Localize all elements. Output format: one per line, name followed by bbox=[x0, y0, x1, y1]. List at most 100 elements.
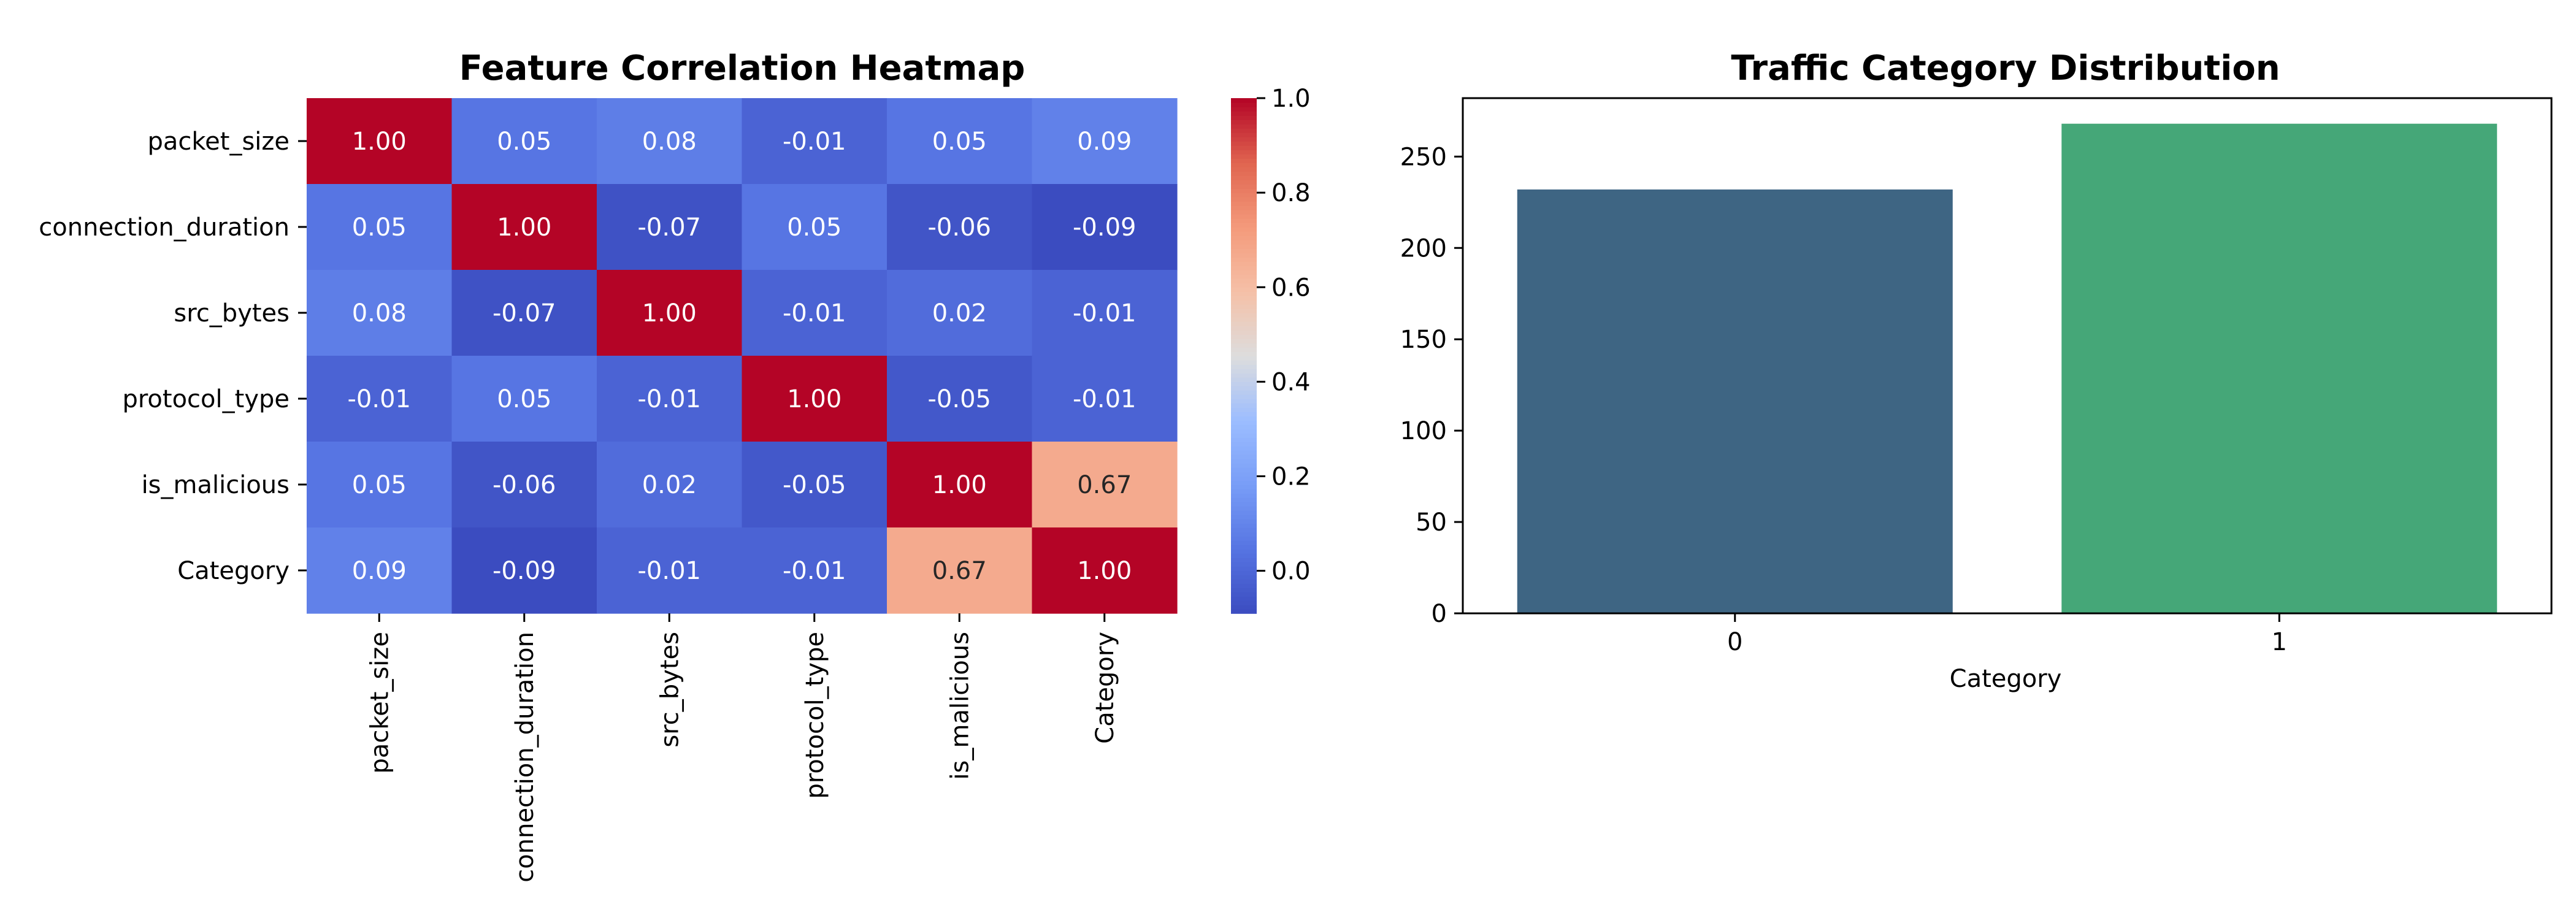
heatmap-cell bbox=[742, 184, 887, 270]
heatmap-cell-label: -0.01 bbox=[348, 385, 412, 413]
colorbar-segment bbox=[1231, 339, 1257, 343]
heatmap-cell bbox=[742, 442, 887, 528]
colorbar-segment bbox=[1231, 98, 1257, 103]
bar-axes: 0 1 0 50 100 150 200 250 bbox=[1400, 97, 2553, 656]
heatmap-row-label: protocol_type bbox=[122, 385, 289, 413]
colorbar-segment bbox=[1231, 163, 1257, 167]
colorbar-segment bbox=[1231, 369, 1257, 374]
colorbar-segment bbox=[1231, 467, 1257, 472]
heatmap-cell-label: 0.05 bbox=[352, 471, 407, 499]
heatmap-cell bbox=[887, 442, 1033, 528]
colorbar-segment bbox=[1231, 356, 1257, 361]
colorbar-segment bbox=[1231, 304, 1257, 309]
colorbar-segment bbox=[1231, 446, 1257, 451]
heatmap-cell-label: 0.09 bbox=[352, 557, 407, 585]
colorbar-segment bbox=[1231, 480, 1257, 485]
heatmap-col-label: src_bytes bbox=[656, 632, 684, 748]
colorbar-segment bbox=[1231, 201, 1257, 206]
colorbar-segment bbox=[1231, 248, 1257, 253]
heatmap-col-label: connection_duration bbox=[511, 632, 539, 883]
colorbar-segment bbox=[1231, 523, 1257, 528]
heatmap-cell-label: 0.05 bbox=[497, 128, 551, 156]
colorbar-segment bbox=[1231, 266, 1257, 270]
colorbar-tick-label: 0.6 bbox=[1271, 274, 1311, 302]
colorbar-segment bbox=[1231, 102, 1257, 107]
heatmap-cell bbox=[597, 356, 743, 442]
colorbar-segment bbox=[1231, 360, 1257, 365]
colorbar-segment bbox=[1231, 459, 1257, 464]
heatmap-col-label: is_malicious bbox=[946, 632, 974, 780]
colorbar-segment bbox=[1231, 184, 1257, 189]
heatmap-cell-label: 0.09 bbox=[1077, 128, 1132, 156]
colorbar-segment bbox=[1231, 502, 1257, 507]
heatmap-col-label: protocol_type bbox=[801, 632, 829, 799]
heatmap-cell bbox=[597, 270, 743, 356]
heatmap-cell bbox=[451, 98, 597, 185]
heatmap-cell bbox=[307, 356, 453, 442]
heatmap-cell-label: -0.01 bbox=[638, 385, 702, 413]
colorbar-segment bbox=[1231, 493, 1257, 498]
bar-y-tick-label: 50 bbox=[1416, 508, 1447, 537]
colorbar-segment bbox=[1231, 545, 1257, 550]
heatmap-cell-label: 1.00 bbox=[1077, 557, 1132, 585]
colorbar-segment bbox=[1231, 605, 1257, 610]
heatmap-cell bbox=[307, 527, 453, 614]
heatmap-cell bbox=[451, 527, 597, 614]
heatmap-cell-label: 0.05 bbox=[932, 128, 987, 156]
heatmap-cell-label: 0.67 bbox=[1077, 471, 1132, 499]
colorbar-segment bbox=[1231, 115, 1257, 120]
heatmap-cell bbox=[887, 356, 1033, 442]
colorbar-segment bbox=[1231, 321, 1257, 326]
colorbar-segment bbox=[1231, 132, 1257, 137]
colorbar-segment bbox=[1231, 588, 1257, 592]
colorbar-segment bbox=[1231, 515, 1257, 519]
colorbar-segment bbox=[1231, 291, 1257, 296]
colorbar-segment bbox=[1231, 566, 1257, 571]
colorbar-segment bbox=[1231, 236, 1257, 240]
bar-y-tick-label: 0 bbox=[1432, 600, 1447, 628]
heatmap-title: Feature Correlation Heatmap bbox=[459, 48, 1025, 88]
colorbar-segment bbox=[1231, 150, 1257, 155]
colorbar-segment bbox=[1231, 351, 1257, 356]
heatmap-cell-label: 0.05 bbox=[352, 213, 407, 242]
heatmap-row-label: connection_duration bbox=[39, 213, 289, 242]
colorbar-segment bbox=[1231, 592, 1257, 597]
colorbar-segment bbox=[1231, 497, 1257, 502]
colorbar-segment bbox=[1231, 420, 1257, 425]
colorbar-segment bbox=[1231, 167, 1257, 172]
colorbar-segment bbox=[1231, 506, 1257, 511]
colorbar-segment bbox=[1231, 394, 1257, 399]
colorbar-segment bbox=[1231, 270, 1257, 275]
heatmap-cell-label: 1.00 bbox=[497, 213, 551, 242]
heatmap-cell bbox=[742, 356, 887, 442]
heatmap-cell bbox=[451, 442, 597, 528]
heatmap-cell bbox=[742, 527, 887, 614]
colorbar-segment bbox=[1231, 141, 1257, 146]
colorbar-segment bbox=[1231, 145, 1257, 150]
heatmap-cell bbox=[1032, 442, 1178, 528]
bar-y-tick-label: 200 bbox=[1400, 234, 1447, 263]
heatmap-cell-label: 1.00 bbox=[642, 299, 697, 328]
heatmap-cell bbox=[597, 98, 743, 185]
colorbar-segment bbox=[1231, 154, 1257, 159]
colorbar-segment bbox=[1231, 223, 1257, 228]
colorbar-segment bbox=[1231, 111, 1257, 116]
heatmap-row-labels: packet_size connection_duration src_bytesp… bbox=[39, 128, 307, 585]
colorbar-segment bbox=[1231, 485, 1257, 489]
heatmap-cell-label: -0.07 bbox=[638, 213, 702, 242]
colorbar-segment bbox=[1231, 317, 1257, 322]
colorbar-segment bbox=[1231, 463, 1257, 468]
bar-y-tick-label: 150 bbox=[1400, 326, 1447, 354]
bar-x-tick-label: 1 bbox=[2272, 628, 2287, 656]
colorbar-segment bbox=[1231, 158, 1257, 163]
colorbar-segment bbox=[1231, 381, 1257, 386]
colorbar-segment bbox=[1231, 188, 1257, 193]
colorbar-segment bbox=[1231, 274, 1257, 279]
heatmap-cell-label: -0.01 bbox=[783, 128, 846, 156]
colorbar-segment bbox=[1231, 261, 1257, 266]
bar bbox=[1517, 189, 1953, 613]
colorbar-segment bbox=[1231, 377, 1257, 382]
colorbar-segment bbox=[1231, 403, 1257, 408]
colorbar-segment bbox=[1231, 313, 1257, 318]
colorbar-segment bbox=[1231, 287, 1257, 292]
